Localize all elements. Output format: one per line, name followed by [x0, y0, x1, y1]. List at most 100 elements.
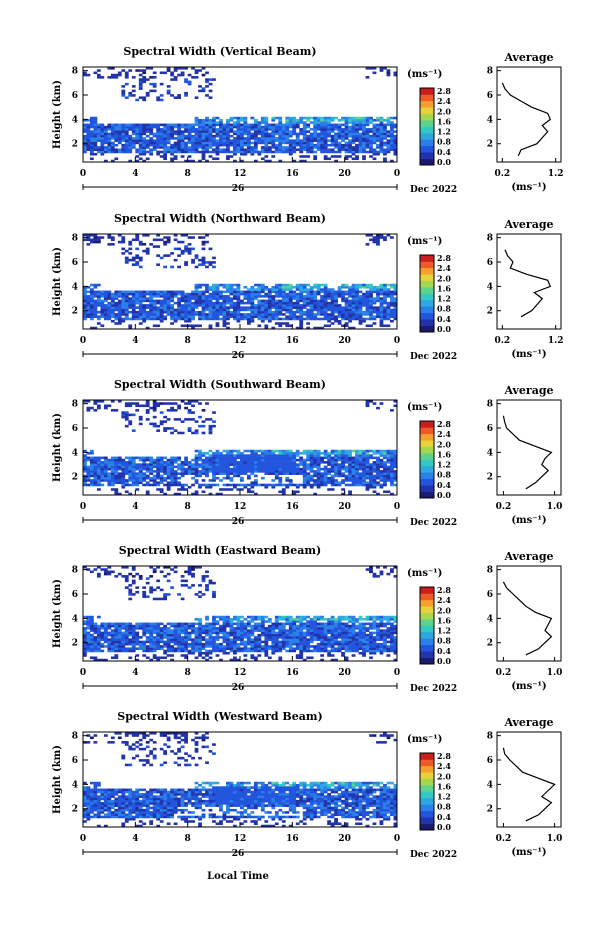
- heatmap-cell: [90, 130, 94, 133]
- heatmap-cell: [226, 144, 230, 147]
- heatmap-cell: [86, 144, 90, 147]
- heatmap-cell: [223, 315, 227, 318]
- heatmap-cell: [163, 300, 167, 303]
- heatmap-cell: [369, 309, 373, 312]
- heatmap-cell: [317, 135, 321, 138]
- heatmap-cell: [383, 135, 387, 138]
- heatmap-cell: [230, 124, 234, 127]
- heatmap-cell: [191, 623, 195, 626]
- heatmap-cell: [139, 69, 143, 72]
- heatmap-cell: [216, 647, 220, 650]
- heatmap-cell: [247, 300, 251, 303]
- heatmap-cell: [83, 135, 87, 138]
- heatmap-cell: [324, 142, 328, 145]
- heatmap-cell: [198, 416, 202, 419]
- heatmap-cell: [202, 647, 206, 650]
- date-day: 26: [232, 517, 245, 527]
- heatmap-cell: [93, 302, 97, 305]
- heatmap-cell: [230, 470, 234, 473]
- heatmap-cell: [160, 99, 164, 102]
- heatmap-cell: [198, 69, 202, 72]
- heatmap-cell: [261, 117, 265, 120]
- heatmap-cell: [86, 137, 90, 140]
- heatmap-cell: [355, 128, 359, 131]
- heatmap-cell: [219, 636, 223, 639]
- colorbar-tick-label: 2.0: [437, 273, 451, 283]
- heatmap-cell: [181, 432, 185, 435]
- heatmap-cell: [348, 291, 352, 294]
- heatmap-cell: [275, 151, 279, 154]
- heatmap-cell: [132, 124, 136, 127]
- heatmap-cell: [160, 589, 164, 592]
- heatmap-cell: [327, 468, 331, 471]
- heatmap-cell: [135, 142, 139, 145]
- heatmap-cell: [387, 288, 391, 291]
- heatmap-cell: [111, 643, 115, 646]
- heatmap-cell: [135, 254, 139, 257]
- heatmap-cell: [167, 484, 171, 487]
- heatmap-cell: [296, 452, 300, 455]
- heatmap-cell: [345, 297, 349, 300]
- heatmap-cell: [167, 135, 171, 138]
- heatmap-cell: [114, 157, 118, 160]
- heatmap-cell: [153, 423, 157, 426]
- heatmap-cell: [146, 484, 150, 487]
- heatmap-cell: [209, 427, 213, 430]
- heatmap-cell: [153, 625, 157, 628]
- heatmap-cell: [132, 259, 136, 262]
- heatmap-cell: [289, 126, 293, 129]
- heatmap-cell: [376, 124, 380, 127]
- heatmap-cell: [359, 128, 363, 131]
- heatmap-cell: [230, 291, 234, 294]
- heatmap-cell: [261, 311, 265, 314]
- heatmap-cell: [310, 293, 314, 296]
- heatmap-cell: [380, 315, 384, 318]
- heatmap-cell: [111, 295, 115, 298]
- heatmap-cell: [128, 461, 132, 464]
- heatmap-cell: [282, 148, 286, 151]
- heatmap-cell: [198, 650, 202, 653]
- heatmap-cell: [237, 148, 241, 151]
- heatmap-cell: [198, 284, 202, 287]
- heatmap-cell: [373, 315, 377, 318]
- x-tick-label: 4: [132, 169, 138, 179]
- heatmap-cell: [125, 309, 129, 312]
- heatmap-cell: [247, 318, 251, 321]
- heatmap-cell: [181, 647, 185, 650]
- heatmap-cell: [317, 302, 321, 305]
- heatmap-cell: [153, 416, 157, 419]
- colorbar-tick-label: 2.4: [437, 263, 451, 273]
- heatmap-cell: [156, 245, 160, 248]
- heatmap-cell: [257, 470, 261, 473]
- heatmap-cell: [334, 318, 338, 321]
- heatmap-cell: [380, 288, 384, 291]
- heatmap-cell: [264, 313, 268, 316]
- heatmap-cell: [104, 468, 108, 471]
- heatmap-cell: [83, 484, 87, 487]
- heatmap-cell: [153, 481, 157, 484]
- heatmap-cell: [226, 126, 230, 129]
- heatmap-cell: [338, 137, 342, 140]
- heatmap-cell: [264, 472, 268, 475]
- heatmap-cell: [369, 466, 373, 469]
- heatmap-cell: [369, 139, 373, 142]
- heatmap-cell: [146, 627, 150, 630]
- heatmap-cell: [327, 318, 331, 321]
- heatmap-cell: [292, 124, 296, 127]
- heatmap-cell: [195, 121, 199, 124]
- heatmap-cell: [160, 128, 164, 131]
- heatmap-cell: [257, 315, 261, 318]
- heatmap-cell: [146, 641, 150, 644]
- heatmap-cell: [121, 291, 125, 294]
- heatmap-cell: [285, 459, 289, 462]
- heatmap-cell: [219, 457, 223, 460]
- heatmap-cell: [90, 284, 94, 287]
- heatmap-cell: [174, 78, 178, 81]
- heatmap-cell: [167, 306, 171, 309]
- heatmap-cell: [264, 466, 268, 469]
- heatmap-cell: [355, 148, 359, 151]
- heatmap-cell: [289, 466, 293, 469]
- heatmap-cell: [104, 309, 108, 312]
- heatmap-cell: [383, 311, 387, 314]
